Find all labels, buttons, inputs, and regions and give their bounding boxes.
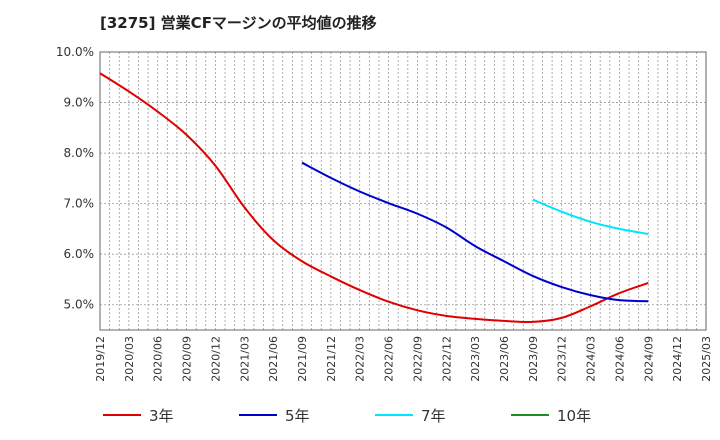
x-tick-label: 2024/03	[585, 336, 598, 382]
series-line-2	[532, 198, 649, 235]
x-tick-label: 2020/12	[209, 336, 222, 382]
x-tick-label: 2023/06	[498, 336, 511, 382]
x-tick-label: 2021/12	[325, 336, 338, 382]
legend-label: 5年	[285, 406, 310, 425]
y-tick-label: 7.0%	[64, 197, 95, 211]
x-tick-label: 2023/12	[556, 336, 569, 382]
legend-label: 10年	[557, 406, 592, 425]
x-tick-label: 2024/09	[642, 336, 655, 382]
legend-label: 3年	[149, 406, 174, 425]
x-tick-label: 2019/12	[94, 336, 107, 382]
y-tick-label: 6.0%	[64, 247, 95, 261]
legend-swatch	[239, 414, 277, 416]
chart-legend: 3年 5年 7年 10年	[0, 402, 720, 428]
plot-frame	[99, 51, 707, 331]
legend-item: 10年	[511, 402, 591, 428]
x-tick-label: 2022/09	[411, 336, 424, 382]
chart-title: [3275] 営業CFマージンの平均値の推移	[100, 14, 377, 32]
x-tick-label: 2024/06	[613, 336, 626, 382]
series-line-0	[99, 72, 649, 324]
x-tick-label: 2025/03	[700, 336, 713, 382]
series-line-1	[301, 161, 649, 303]
legend-swatch	[511, 414, 549, 416]
legend-item: 3年	[103, 402, 174, 428]
x-tick-label: 2022/12	[440, 336, 453, 382]
legend-item: 5年	[239, 402, 310, 428]
line-chart: 10.0% 9.0% 8.0% 7.0% 6.0% 5.0% 2019/12 2020/03 2…	[56, 45, 713, 382]
legend-swatch	[103, 414, 141, 416]
x-tick-label: 2021/09	[296, 336, 309, 382]
y-tick-label: 8.0%	[64, 146, 95, 160]
x-tick-label: 2024/12	[671, 336, 684, 382]
x-tick-label: 2021/06	[267, 336, 280, 382]
x-tick-label: 2020/09	[181, 336, 194, 382]
x-tick-label: 2021/03	[238, 336, 251, 382]
x-tick-label: 2020/03	[123, 336, 136, 382]
y-tick-label: 9.0%	[64, 96, 95, 110]
legend-label: 7年	[421, 406, 446, 425]
y-tick-label: 10.0%	[56, 45, 94, 59]
legend-swatch	[375, 414, 413, 416]
x-tick-label: 2023/03	[469, 336, 482, 382]
plot-area	[100, 52, 706, 330]
x-tick-label: 2020/06	[152, 336, 165, 382]
legend-item: 7年	[375, 402, 446, 428]
y-tick-label: 5.0%	[64, 298, 95, 312]
x-tick-label: 2023/09	[527, 336, 540, 382]
x-tick-label: 2022/06	[383, 336, 396, 382]
x-tick-label: 2022/03	[354, 336, 367, 382]
